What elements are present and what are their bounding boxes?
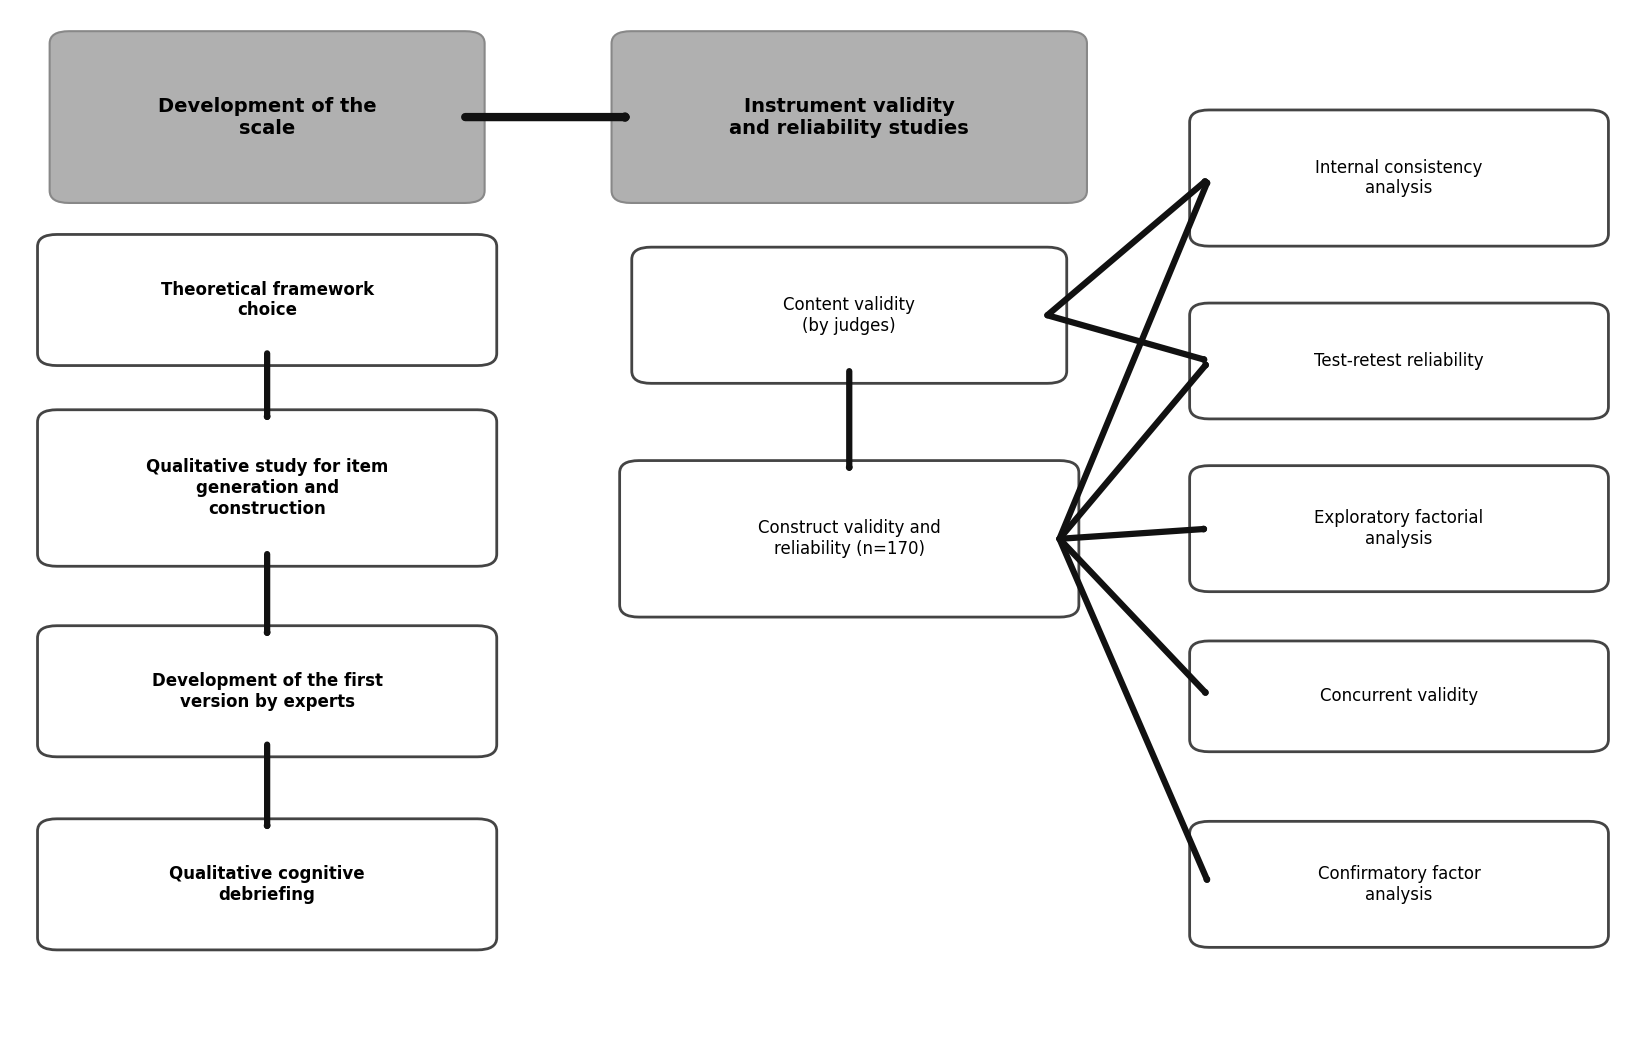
- FancyBboxPatch shape: [50, 31, 485, 203]
- Text: Instrument validity
and reliability studies: Instrument validity and reliability stud…: [729, 96, 969, 138]
- Text: Exploratory factorial
analysis: Exploratory factorial analysis: [1315, 509, 1483, 549]
- FancyBboxPatch shape: [612, 31, 1087, 203]
- FancyBboxPatch shape: [38, 410, 497, 566]
- Text: Confirmatory factor
analysis: Confirmatory factor analysis: [1318, 865, 1480, 904]
- Text: Content validity
(by judges): Content validity (by judges): [784, 296, 916, 335]
- FancyBboxPatch shape: [38, 625, 497, 757]
- FancyBboxPatch shape: [38, 234, 497, 366]
- Text: Development of the
scale: Development of the scale: [158, 96, 376, 138]
- Text: Internal consistency
analysis: Internal consistency analysis: [1315, 159, 1483, 197]
- FancyBboxPatch shape: [620, 460, 1079, 617]
- Text: Development of the first
version by experts: Development of the first version by expe…: [152, 672, 383, 710]
- FancyBboxPatch shape: [1190, 466, 1609, 592]
- FancyBboxPatch shape: [1190, 303, 1609, 419]
- FancyBboxPatch shape: [1190, 641, 1609, 752]
- Text: Qualitative cognitive
debriefing: Qualitative cognitive debriefing: [170, 865, 365, 904]
- Text: Theoretical framework
choice: Theoretical framework choice: [160, 281, 373, 319]
- Text: Test-retest reliability: Test-retest reliability: [1313, 352, 1483, 370]
- FancyBboxPatch shape: [1190, 821, 1609, 948]
- FancyBboxPatch shape: [632, 247, 1068, 384]
- FancyBboxPatch shape: [38, 819, 497, 950]
- FancyBboxPatch shape: [1190, 110, 1609, 246]
- Text: Qualitative study for item
generation and
construction: Qualitative study for item generation an…: [145, 458, 388, 517]
- Text: Construct validity and
reliability (n=170): Construct validity and reliability (n=17…: [757, 520, 940, 558]
- Text: Concurrent validity: Concurrent validity: [1320, 688, 1478, 705]
